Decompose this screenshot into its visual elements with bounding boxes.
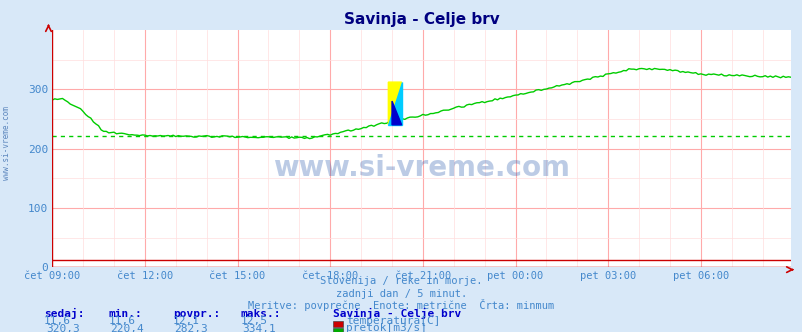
Text: Savinja - Celje brv: Savinja - Celje brv bbox=[333, 308, 461, 319]
Text: maks.:: maks.: bbox=[241, 309, 281, 319]
Text: sedaj:: sedaj: bbox=[44, 308, 84, 319]
Text: 320,3: 320,3 bbox=[46, 324, 79, 332]
Polygon shape bbox=[388, 82, 401, 125]
Text: 12,1: 12,1 bbox=[172, 316, 200, 326]
Text: www.si-vreme.com: www.si-vreme.com bbox=[273, 154, 569, 182]
Text: 334,1: 334,1 bbox=[242, 324, 276, 332]
Text: 12,5: 12,5 bbox=[241, 316, 268, 326]
Text: min.:: min.: bbox=[108, 309, 142, 319]
Text: pretok[m3/s]: pretok[m3/s] bbox=[346, 323, 427, 332]
Text: temperatura[C]: temperatura[C] bbox=[346, 316, 440, 326]
Text: povpr.:: povpr.: bbox=[172, 309, 220, 319]
Text: Meritve: povprečne  Enote: metrične  Črta: minmum: Meritve: povprečne Enote: metrične Črta:… bbox=[248, 299, 554, 311]
Polygon shape bbox=[391, 101, 401, 125]
Title: Savinja - Celje brv: Savinja - Celje brv bbox=[343, 12, 499, 27]
Text: 11,6: 11,6 bbox=[44, 316, 71, 326]
Text: 11,6: 11,6 bbox=[108, 316, 136, 326]
Text: Slovenija / reke in morje.: Slovenija / reke in morje. bbox=[320, 276, 482, 286]
Polygon shape bbox=[388, 82, 401, 125]
Text: 220,4: 220,4 bbox=[110, 324, 144, 332]
Text: 282,3: 282,3 bbox=[174, 324, 208, 332]
Text: zadnji dan / 5 minut.: zadnji dan / 5 minut. bbox=[335, 289, 467, 299]
Text: www.si-vreme.com: www.si-vreme.com bbox=[2, 106, 11, 180]
